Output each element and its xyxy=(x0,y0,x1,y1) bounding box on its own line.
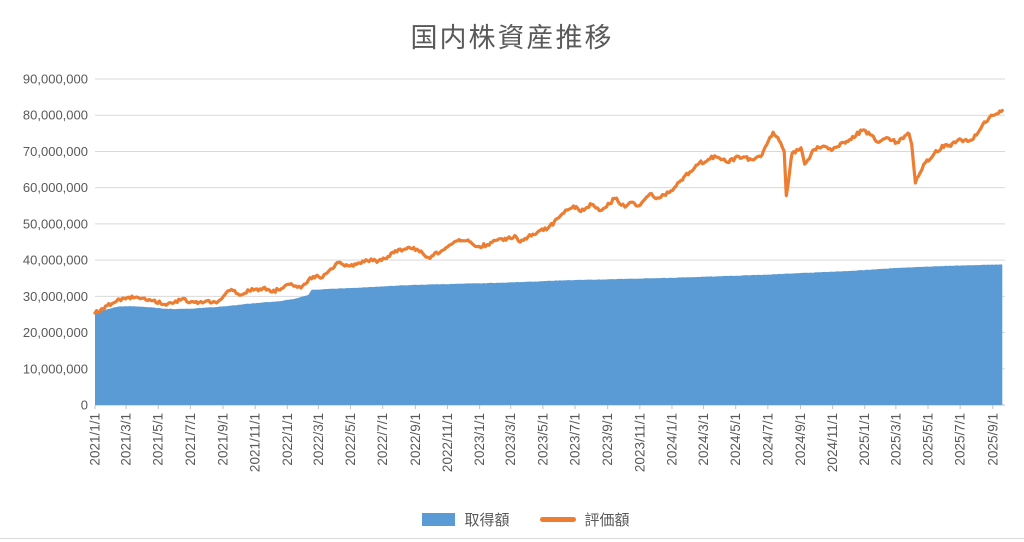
svg-text:2024/1/1: 2024/1/1 xyxy=(664,413,679,466)
svg-text:2024/9/1: 2024/9/1 xyxy=(793,413,808,466)
svg-text:2023/3/1: 2023/3/1 xyxy=(503,413,518,466)
svg-text:2023/1/1: 2023/1/1 xyxy=(472,413,487,466)
area-swatch-icon xyxy=(422,512,456,526)
legend-label-valuation: 評価額 xyxy=(584,511,630,529)
svg-text:2021/7/1: 2021/7/1 xyxy=(183,413,198,466)
svg-text:2022/5/1: 2022/5/1 xyxy=(343,413,358,466)
svg-text:2023/7/1: 2023/7/1 xyxy=(567,413,582,466)
svg-text:80,000,000: 80,000,000 xyxy=(23,108,88,123)
svg-text:2021/9/1: 2021/9/1 xyxy=(215,413,230,466)
svg-text:2024/11/1: 2024/11/1 xyxy=(825,413,840,472)
chart-title: 国内株資産推移 xyxy=(410,23,614,53)
svg-text:2023/5/1: 2023/5/1 xyxy=(535,413,550,466)
svg-text:2025/5/1: 2025/5/1 xyxy=(920,413,935,466)
chart-frame-border xyxy=(0,538,1024,539)
svg-text:2024/3/1: 2024/3/1 xyxy=(696,413,711,466)
svg-text:2021/3/1: 2021/3/1 xyxy=(119,413,134,466)
svg-text:2021/1/1: 2021/1/1 xyxy=(87,413,102,466)
svg-text:2022/11/1: 2022/11/1 xyxy=(440,413,455,472)
svg-text:60,000,000: 60,000,000 xyxy=(23,180,88,195)
svg-text:2022/7/1: 2022/7/1 xyxy=(375,413,390,466)
svg-text:2022/3/1: 2022/3/1 xyxy=(311,413,326,466)
svg-text:2021/11/1: 2021/11/1 xyxy=(248,413,263,472)
svg-text:50,000,000: 50,000,000 xyxy=(23,216,88,231)
svg-text:70,000,000: 70,000,000 xyxy=(23,144,88,159)
svg-text:2025/1/1: 2025/1/1 xyxy=(857,413,872,466)
svg-text:40,000,000: 40,000,000 xyxy=(23,253,88,268)
svg-text:2023/11/1: 2023/11/1 xyxy=(632,413,647,472)
legend-item-valuation: 評価額 xyxy=(539,509,630,530)
svg-text:2021/5/1: 2021/5/1 xyxy=(151,413,166,466)
svg-text:90,000,000: 90,000,000 xyxy=(23,72,88,87)
line-swatch-icon xyxy=(539,516,576,522)
svg-text:0: 0 xyxy=(81,398,88,413)
svg-text:2025/7/1: 2025/7/1 xyxy=(953,413,968,466)
svg-text:2024/5/1: 2024/5/1 xyxy=(728,413,743,466)
svg-text:30,000,000: 30,000,000 xyxy=(23,289,88,304)
svg-text:10,000,000: 10,000,000 xyxy=(23,361,88,376)
legend-item-acquisition: 取得額 xyxy=(422,509,510,530)
svg-text:2024/7/1: 2024/7/1 xyxy=(760,413,775,466)
svg-text:20,000,000: 20,000,000 xyxy=(23,325,88,340)
svg-text:2022/1/1: 2022/1/1 xyxy=(280,413,295,466)
svg-text:2022/9/1: 2022/9/1 xyxy=(408,413,423,466)
legend: 取得額 評価額 xyxy=(0,506,1024,532)
svg-text:2025/9/1: 2025/9/1 xyxy=(985,413,1000,466)
legend-label-acquisition: 取得額 xyxy=(464,511,510,529)
svg-text:2025/3/1: 2025/3/1 xyxy=(888,413,903,466)
svg-text:2023/9/1: 2023/9/1 xyxy=(600,413,615,466)
